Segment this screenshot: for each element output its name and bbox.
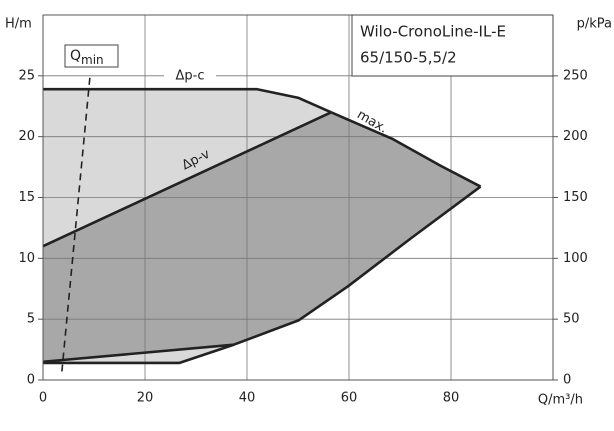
y-tick-label: 5	[27, 312, 35, 327]
curve	[61, 76, 91, 372]
product-box	[351, 14, 554, 77]
y2-tick-label: 150	[563, 190, 588, 205]
y2-tick-label: 250	[563, 68, 588, 83]
q-min-sub: min	[81, 53, 104, 67]
x-tick-label: 40	[239, 391, 256, 406]
regions	[43, 89, 481, 363]
x-tick-label: 0	[39, 391, 47, 406]
y2-tick-label: 200	[563, 129, 588, 144]
curve	[43, 185, 482, 365]
x-tick-label: 80	[443, 391, 460, 406]
y-tick-label: 20	[18, 129, 35, 144]
y-tick-label: 10	[18, 251, 35, 266]
curve-label-bg	[164, 68, 216, 84]
curve-label: Δp-c	[176, 69, 205, 84]
curve	[42, 111, 332, 248]
variable-pressure-region	[43, 112, 481, 362]
x-tick-label: 60	[341, 391, 358, 406]
x-tick-label: 20	[137, 391, 154, 406]
y2-tick-label: 0	[563, 373, 571, 388]
y-tick-label: 0	[27, 373, 35, 388]
curves	[42, 76, 482, 372]
curve	[43, 87, 332, 114]
product-name: Wilo-CronoLine-IL-E	[360, 23, 506, 41]
product-model: 65/150-5,5/2	[360, 49, 457, 67]
x-axis-label: Q/m³/h	[538, 393, 583, 408]
q-min-label: Qmin	[70, 48, 104, 67]
y-tick-label: 25	[18, 68, 35, 83]
q-min-box	[64, 44, 119, 68]
q-min-main: Q	[70, 48, 81, 64]
curve	[42, 343, 234, 364]
y-axis-label: H/m	[5, 17, 32, 32]
y2-axis-label: p/kPa	[577, 17, 612, 32]
y2-tick-label: 100	[563, 251, 588, 266]
y2-tick-label: 50	[563, 312, 580, 327]
curve	[330, 111, 482, 188]
y-tick-label: 15	[18, 190, 35, 205]
